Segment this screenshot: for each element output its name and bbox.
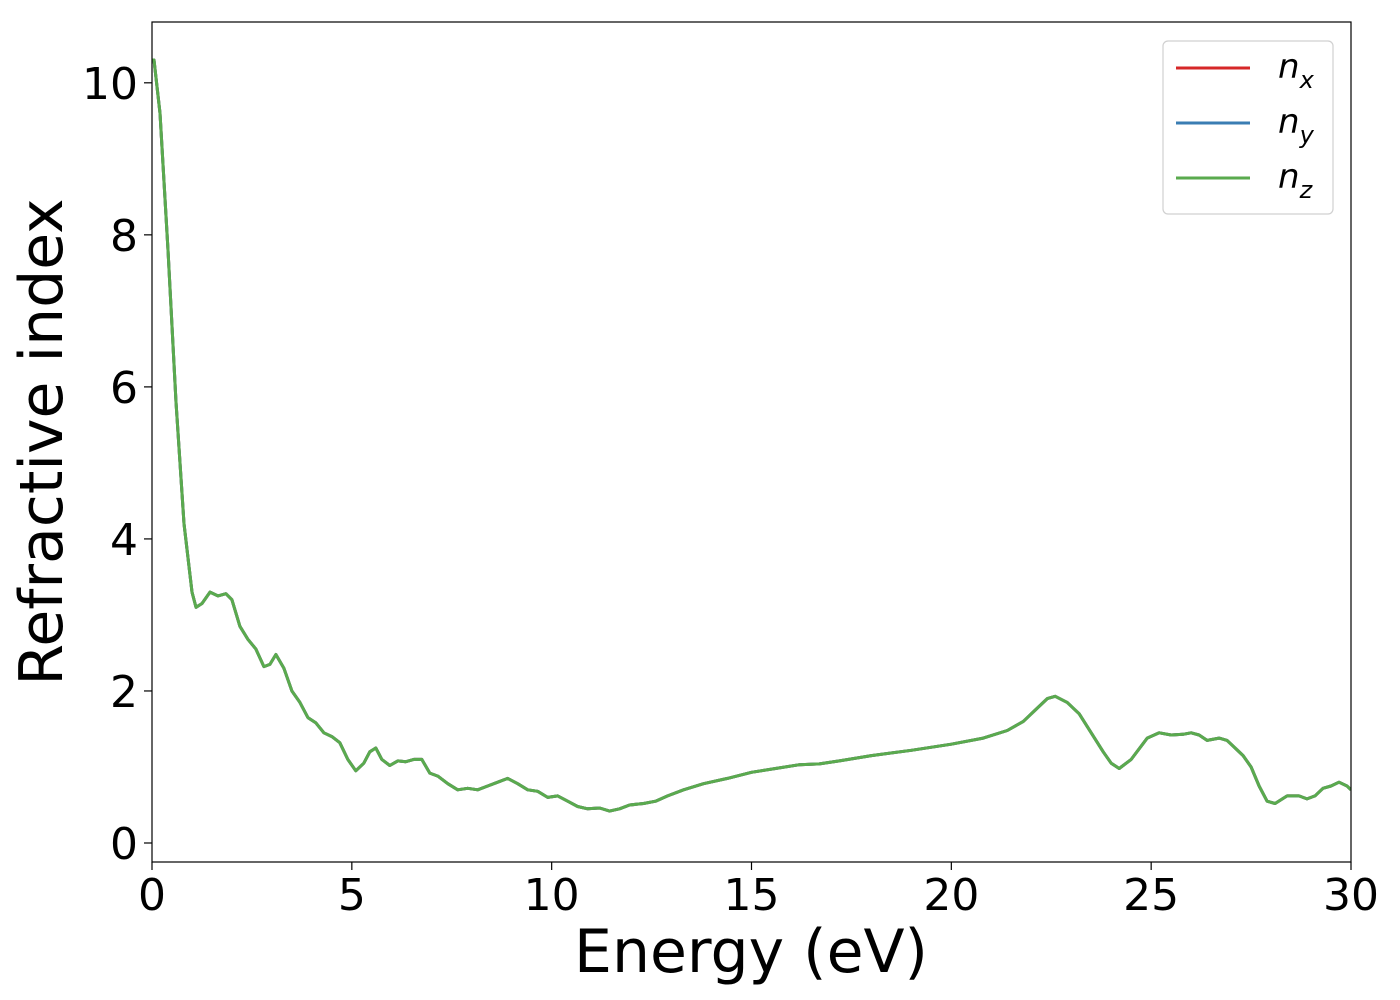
y-tick-label: 0 bbox=[110, 819, 138, 870]
x-tick-label: 5 bbox=[338, 870, 366, 921]
legend: nx ny nz bbox=[1162, 40, 1334, 215]
y-tick-label: 10 bbox=[82, 59, 138, 110]
axes: 0 5 10 15 20 25 30 0 2 4 6 8 10 bbox=[82, 21, 1379, 921]
x-tick-label: 20 bbox=[923, 870, 979, 921]
legend-box bbox=[1162, 40, 1334, 215]
legend-label-x: nx bbox=[1278, 47, 1315, 94]
legend-label-y: ny bbox=[1278, 102, 1315, 149]
y-tick-label: 8 bbox=[110, 211, 138, 262]
legend-label-z: nz bbox=[1278, 157, 1314, 204]
x-tick-label: 15 bbox=[724, 870, 780, 921]
x-tick-label: 0 bbox=[138, 870, 166, 921]
y-tick-label: 4 bbox=[110, 515, 138, 566]
x-tick-label: 25 bbox=[1123, 870, 1179, 921]
x-tick-label: 30 bbox=[1323, 870, 1379, 921]
series-line-z bbox=[152, 58, 1351, 813]
x-tick-label: 10 bbox=[524, 870, 580, 921]
plot-area bbox=[152, 58, 1351, 813]
x-axis-title: Energy (eV) bbox=[574, 917, 928, 987]
y-tick-label: 2 bbox=[110, 667, 138, 718]
y-axis-title: Refractive index bbox=[7, 198, 77, 685]
y-tick-label: 6 bbox=[110, 363, 138, 414]
